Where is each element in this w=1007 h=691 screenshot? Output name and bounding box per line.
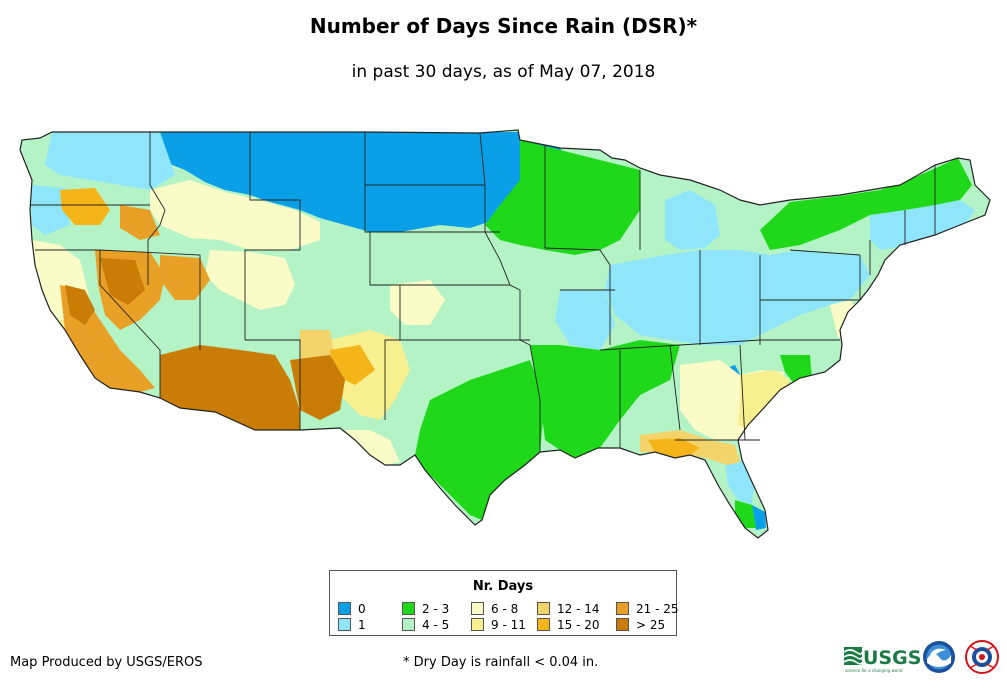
region-25plus-california [65,285,95,325]
legend-item: 6 - 8 [471,602,518,616]
region-23-lower-mississippi [530,340,680,458]
map-credit: Map Produced by USGS/EROS [10,655,203,670]
legend-label: 12 - 14 [557,602,600,616]
legend-label: 1 [358,618,366,632]
legend-item: > 25 [616,618,665,632]
legend-label: 21 - 25 [636,602,679,616]
legend-swatch [471,618,484,631]
usgs-logo-text: USGS [863,647,921,669]
region-25plus-new-mexico [290,355,345,420]
legend-swatch [616,618,629,631]
us-dsr-map [19,129,991,539]
region-68-northern-rockies [150,180,320,250]
legend-label: 0 [358,602,366,616]
region-23-upper-midwest [485,140,640,255]
map-subtitle: in past 30 days, as of May 07, 2018 [351,62,656,82]
legend-label: 15 - 20 [557,618,600,632]
legend-item: 4 - 5 [402,618,449,632]
dry-day-footnote: * Dry Day is rainfall < 0.04 in. [403,655,599,670]
legend-label: > 25 [636,618,666,632]
noaa-logo [923,641,955,673]
map-title: Number of Days Since Rain (DSR)* [309,14,698,38]
legend-item: 9 - 11 [471,618,526,632]
region-2125-idaho [120,205,160,240]
legend-swatch [402,618,415,631]
legend-item: 21 - 25 [616,602,679,616]
legend-swatch [537,618,550,631]
legend: Nr. Days 0 1 2 - 3 4 - 5 6 - 8 9 - 11 12 - 14 1… [329,570,679,636]
region-1-missouri [555,290,615,350]
legend-swatch [471,602,484,615]
legend-swatch [338,602,351,615]
region-1-northwest [30,185,70,235]
legend-swatch [537,602,550,615]
region-68-colorado-plateau [205,250,295,310]
region-23-northeast [760,158,972,250]
legend-item: 2 - 3 [402,602,449,616]
legend-label: 6 - 8 [491,602,519,616]
region-1520-oregon [60,188,110,225]
legend-label: 4 - 5 [422,618,450,632]
legend-swatch [338,618,351,631]
region-0-northern-plains [160,132,530,232]
region-1-michigan [665,190,720,250]
legend-item: 1 [338,618,366,632]
agency-logos: USGS science for a changing world [843,640,999,674]
legend-label: 2 - 3 [422,602,450,616]
region-25plus-arizona [160,345,300,430]
region-1520-gulf [648,438,700,458]
region-2125-utah [160,255,210,300]
region-1-montana-west [45,132,175,190]
legend-item: 12 - 14 [537,602,600,616]
region-68-kansas-strip [390,280,445,325]
region-0-florida [752,505,766,530]
usgs-tagline: science for a changing world [845,668,903,673]
region-25plus-nevada [100,258,145,305]
legend-item: 0 [338,602,366,616]
region-1-new-england [870,200,975,250]
dsr-raster [20,130,990,538]
region-1-ohio-valley [605,250,870,345]
legend-item: 15 - 20 [537,618,600,632]
legend-swatch [402,602,415,615]
legend-label: 9 - 11 [491,618,526,632]
state-borders [30,132,936,452]
region-23-texas [415,360,545,520]
usgs-logo: USGS science for a changing world [843,647,921,673]
region-68-far-south-texas [345,430,400,465]
nws-logo [965,640,999,674]
legend-title: Nr. Days [472,579,534,594]
region-911-southeast-coast [738,370,790,430]
legend-swatch [616,602,629,615]
